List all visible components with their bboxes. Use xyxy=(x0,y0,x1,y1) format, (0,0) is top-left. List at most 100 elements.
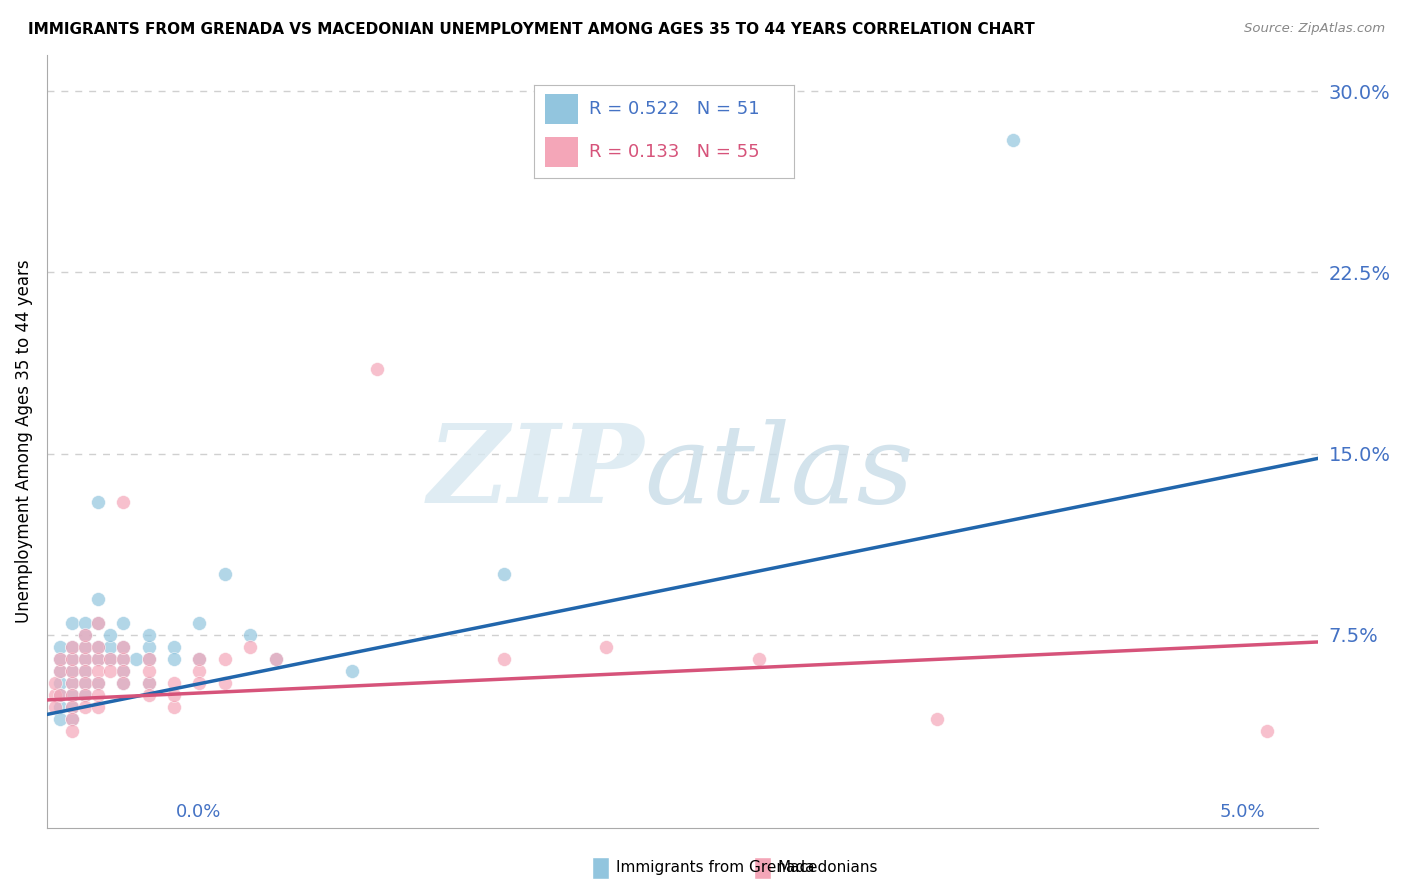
Point xyxy=(138,640,160,654)
Point xyxy=(138,664,160,678)
Point xyxy=(44,688,66,702)
Text: ZIP: ZIP xyxy=(427,418,644,526)
Point xyxy=(138,652,160,666)
Point xyxy=(112,676,135,690)
Y-axis label: Unemployment Among Ages 35 to 44 years: Unemployment Among Ages 35 to 44 years xyxy=(15,260,32,624)
Point xyxy=(48,688,70,702)
Point xyxy=(87,688,110,702)
Text: R = 0.522   N = 51: R = 0.522 N = 51 xyxy=(589,100,759,118)
Point xyxy=(112,495,135,509)
Text: 5.0%: 5.0% xyxy=(1220,803,1265,821)
Point xyxy=(595,640,617,654)
Point xyxy=(214,652,236,666)
Point xyxy=(112,640,135,654)
Point xyxy=(87,652,110,666)
Point xyxy=(87,615,110,630)
Point xyxy=(138,676,160,690)
Bar xyxy=(544,95,578,124)
Point xyxy=(366,362,388,376)
Point xyxy=(138,652,160,666)
Point xyxy=(60,676,83,690)
Bar xyxy=(592,857,609,879)
Point xyxy=(87,640,110,654)
Point xyxy=(60,640,83,654)
Point xyxy=(112,615,135,630)
Point xyxy=(60,688,83,702)
Point xyxy=(73,652,96,666)
Point xyxy=(112,652,135,666)
Point xyxy=(87,591,110,606)
Text: atlas: atlas xyxy=(644,418,914,526)
Point xyxy=(73,676,96,690)
Point xyxy=(163,676,186,690)
Point xyxy=(100,640,122,654)
Point xyxy=(163,688,186,702)
Point xyxy=(100,652,122,666)
Point xyxy=(112,664,135,678)
Point xyxy=(73,640,96,654)
Point xyxy=(60,688,83,702)
Point xyxy=(60,652,83,666)
Point xyxy=(73,628,96,642)
Point xyxy=(60,664,83,678)
Point xyxy=(44,676,66,690)
Bar xyxy=(544,137,578,167)
Point xyxy=(264,652,287,666)
Point xyxy=(73,628,96,642)
Point xyxy=(87,495,110,509)
Point xyxy=(60,615,83,630)
Point xyxy=(87,652,110,666)
Point xyxy=(100,664,122,678)
Text: R = 0.133   N = 55: R = 0.133 N = 55 xyxy=(589,144,759,161)
Point xyxy=(60,640,83,654)
Point xyxy=(214,567,236,582)
Point xyxy=(87,676,110,690)
Point xyxy=(163,640,186,654)
Point xyxy=(1256,724,1278,739)
Point xyxy=(112,640,135,654)
Point xyxy=(87,664,110,678)
Point xyxy=(60,700,83,714)
Point xyxy=(214,676,236,690)
Point xyxy=(188,615,211,630)
Point xyxy=(60,724,83,739)
Point xyxy=(73,688,96,702)
Point xyxy=(112,652,135,666)
Point xyxy=(112,676,135,690)
Point xyxy=(100,652,122,666)
Point xyxy=(87,700,110,714)
Point xyxy=(48,652,70,666)
Point xyxy=(188,664,211,678)
Point xyxy=(87,615,110,630)
Point xyxy=(60,712,83,726)
Point xyxy=(188,652,211,666)
Point xyxy=(73,615,96,630)
Text: Source: ZipAtlas.com: Source: ZipAtlas.com xyxy=(1244,22,1385,36)
Point xyxy=(73,676,96,690)
Point xyxy=(60,652,83,666)
Text: Immigrants from Grenada: Immigrants from Grenada xyxy=(616,861,814,875)
Point xyxy=(125,652,148,666)
Point xyxy=(188,652,211,666)
Point xyxy=(60,676,83,690)
Point xyxy=(73,640,96,654)
Point xyxy=(239,640,262,654)
Point xyxy=(340,664,363,678)
Point xyxy=(112,664,135,678)
Text: IMMIGRANTS FROM GRENADA VS MACEDONIAN UNEMPLOYMENT AMONG AGES 35 TO 44 YEARS COR: IMMIGRANTS FROM GRENADA VS MACEDONIAN UN… xyxy=(28,22,1035,37)
Text: 0.0%: 0.0% xyxy=(176,803,221,821)
Point xyxy=(163,700,186,714)
Point xyxy=(87,676,110,690)
Point xyxy=(73,688,96,702)
Point xyxy=(48,652,70,666)
Point xyxy=(73,664,96,678)
Point xyxy=(48,664,70,678)
Point xyxy=(163,652,186,666)
Point xyxy=(239,628,262,642)
Point xyxy=(73,652,96,666)
Point xyxy=(925,712,948,726)
Point xyxy=(48,688,70,702)
Point xyxy=(73,664,96,678)
Point xyxy=(60,712,83,726)
Point xyxy=(44,700,66,714)
